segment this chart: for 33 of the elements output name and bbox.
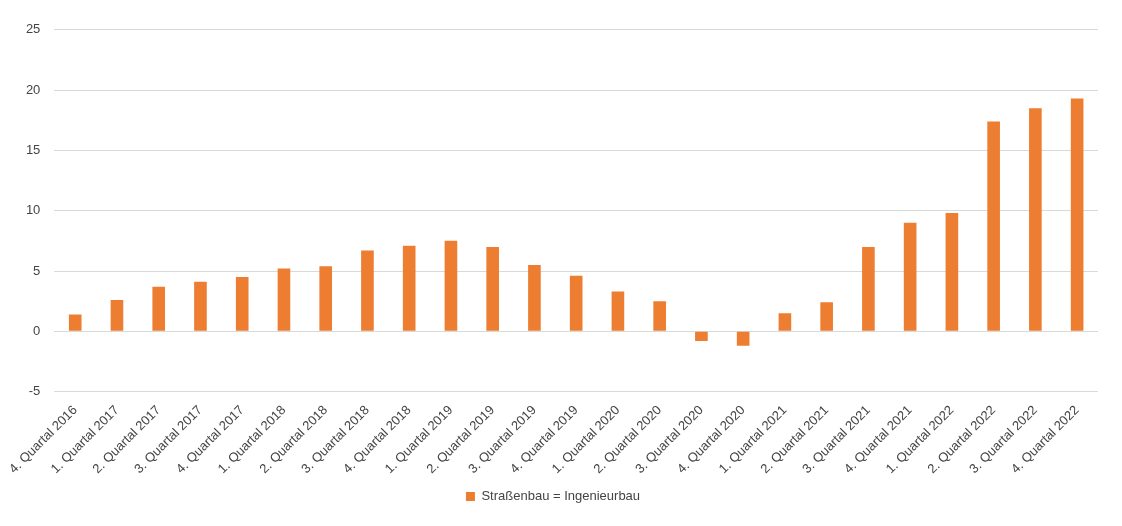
y-tick-label: 20: [25, 81, 41, 97]
bar: [736, 331, 750, 346]
bar: [361, 250, 374, 331]
bar: [778, 313, 792, 331]
bar: [695, 331, 708, 341]
bar: [820, 302, 833, 331]
y-tick-label: 25: [25, 21, 41, 37]
bar: [68, 314, 82, 331]
bar: [444, 240, 458, 331]
bar: [945, 213, 959, 331]
bar: [486, 246, 499, 331]
y-tick-label: 10: [25, 202, 41, 218]
bar: [1029, 108, 1042, 331]
bar: [903, 222, 917, 331]
bar: [319, 266, 333, 331]
bar: [569, 275, 583, 331]
bar: [1070, 98, 1084, 331]
legend-label: Straßenbau = Ingenieurbau: [481, 488, 641, 504]
y-tick-label: -5: [28, 383, 41, 399]
y-tick-label: 15: [25, 141, 41, 157]
bar: [402, 245, 416, 331]
bar: [611, 291, 625, 331]
bar: [235, 277, 249, 331]
bar: [277, 268, 291, 331]
bar: [152, 286, 166, 331]
bar: [528, 264, 541, 331]
bar: [110, 299, 124, 331]
y-tick-label: 0: [33, 322, 41, 338]
bar: [862, 246, 875, 331]
y-tick-label: 5: [33, 262, 41, 278]
bar: [194, 281, 207, 331]
bar: [987, 121, 1000, 331]
bar: [653, 301, 666, 331]
